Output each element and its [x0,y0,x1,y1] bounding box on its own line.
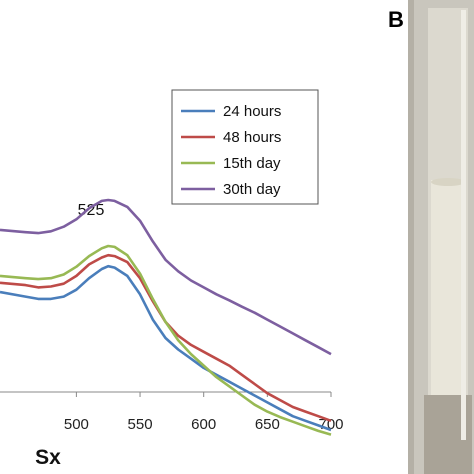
vial-liquid [431,180,465,420]
legend-box [171,89,319,205]
photo-panel: B [388,0,474,474]
legend-label: 15th day [223,155,281,172]
x-tick-label: 600 [191,416,216,433]
photo-shadow [408,0,414,474]
series-line-4 [0,198,332,356]
series-group [0,198,332,436]
x-tick-label: 500 [64,416,89,433]
panel-label: B [388,7,404,32]
legend: 24 hours 48 hours 15th day 30th day [171,89,319,205]
x-tick-label: 650 [255,416,280,433]
x-axis-title: Sx [35,446,61,469]
peak-annotation: 525 [78,202,105,219]
legend-label: 48 hours [223,129,281,146]
x-tick-group: 500 550 600 650 700 [64,392,344,433]
vial-highlight [461,10,466,440]
series-line-3 [0,244,332,436]
vial-meniscus [431,178,465,186]
x-tick-label: 550 [128,416,153,433]
legend-label: 30th day [223,181,281,198]
legend-items: 24 hours 48 hours 15th day 30th day [181,103,281,198]
legend-label: 24 hours [223,103,281,120]
series-line-1 [0,264,332,432]
